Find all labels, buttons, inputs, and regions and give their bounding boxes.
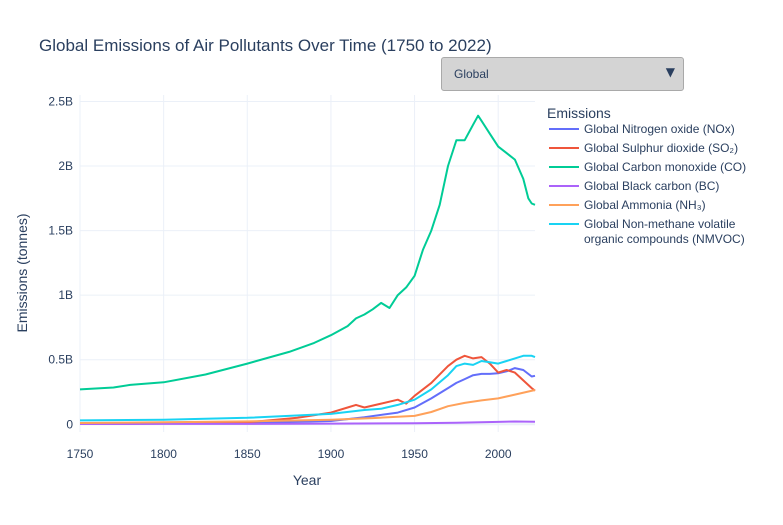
legend-item[interactable]: Global Sulphur dioxide (SO₂): [549, 141, 738, 155]
x-tick-label: 1950: [401, 447, 428, 461]
legend-label: Global Ammonia (NH₃): [584, 198, 706, 212]
legend-item[interactable]: Global Ammonia (NH₃): [549, 198, 706, 212]
series-line-1: [79, 354, 536, 425]
legend-item[interactable]: Global Carbon monoxide (CO): [549, 160, 746, 174]
dropdown-selected-value: Global: [454, 67, 489, 81]
series-line-5: [79, 354, 536, 422]
legend-title: Emissions: [547, 105, 611, 121]
x-tick-label: 1800: [150, 447, 177, 461]
y-tick-label: 2.5B: [48, 94, 73, 108]
x-tick-label: 2000: [485, 447, 512, 461]
series-lines: [79, 114, 536, 425]
y-tick-label: 1B: [58, 288, 73, 302]
y-tick-label: 0.5B: [48, 353, 73, 367]
legend-label: Global Nitrogen oxide (NOx): [584, 122, 735, 136]
y-axis-title: Emissions (tonnes): [14, 213, 30, 332]
region-dropdown[interactable]: Global ▼: [441, 57, 684, 91]
legend-label: Global Sulphur dioxide (SO₂): [584, 141, 738, 155]
x-tick-label: 1750: [67, 447, 94, 461]
y-axis-ticks: 0 0.5B 1B 1.5B 2B 2.5B: [48, 94, 73, 431]
grid: [79, 95, 535, 432]
series-line-2: [79, 114, 536, 391]
chart-title: Global Emissions of Air Pollutants Over …: [39, 36, 492, 55]
legend-items: Global Nitrogen oxide (NOx) Global Sulphu…: [549, 122, 746, 246]
y-tick-label: 0: [66, 417, 73, 431]
legend-item[interactable]: Global Black carbon (BC): [549, 179, 719, 193]
triangle-down-icon: ▼: [665, 65, 675, 79]
x-axis-title: Year: [293, 472, 322, 488]
series-line-3: [79, 420, 536, 425]
legend-label: Global Black carbon (BC): [584, 179, 719, 193]
legend-item[interactable]: Global Nitrogen oxide (NOx): [549, 122, 735, 136]
x-axis-ticks: 1750 1800 1850 1900 1950 2000: [67, 447, 512, 461]
x-tick-label: 1900: [318, 447, 345, 461]
legend-label: Global Non-methane volatile: [584, 217, 736, 231]
y-tick-label: 1.5B: [48, 224, 73, 238]
legend-label: organic compounds (NMVOC): [584, 232, 745, 246]
x-tick-label: 1850: [234, 447, 261, 461]
y-tick-label: 2B: [58, 159, 73, 173]
legend: Emissions Global Nitrogen oxide (NOx)Glo…: [547, 105, 746, 246]
series-line-4: [79, 389, 536, 424]
legend-label: Global Carbon monoxide (CO): [584, 160, 746, 174]
